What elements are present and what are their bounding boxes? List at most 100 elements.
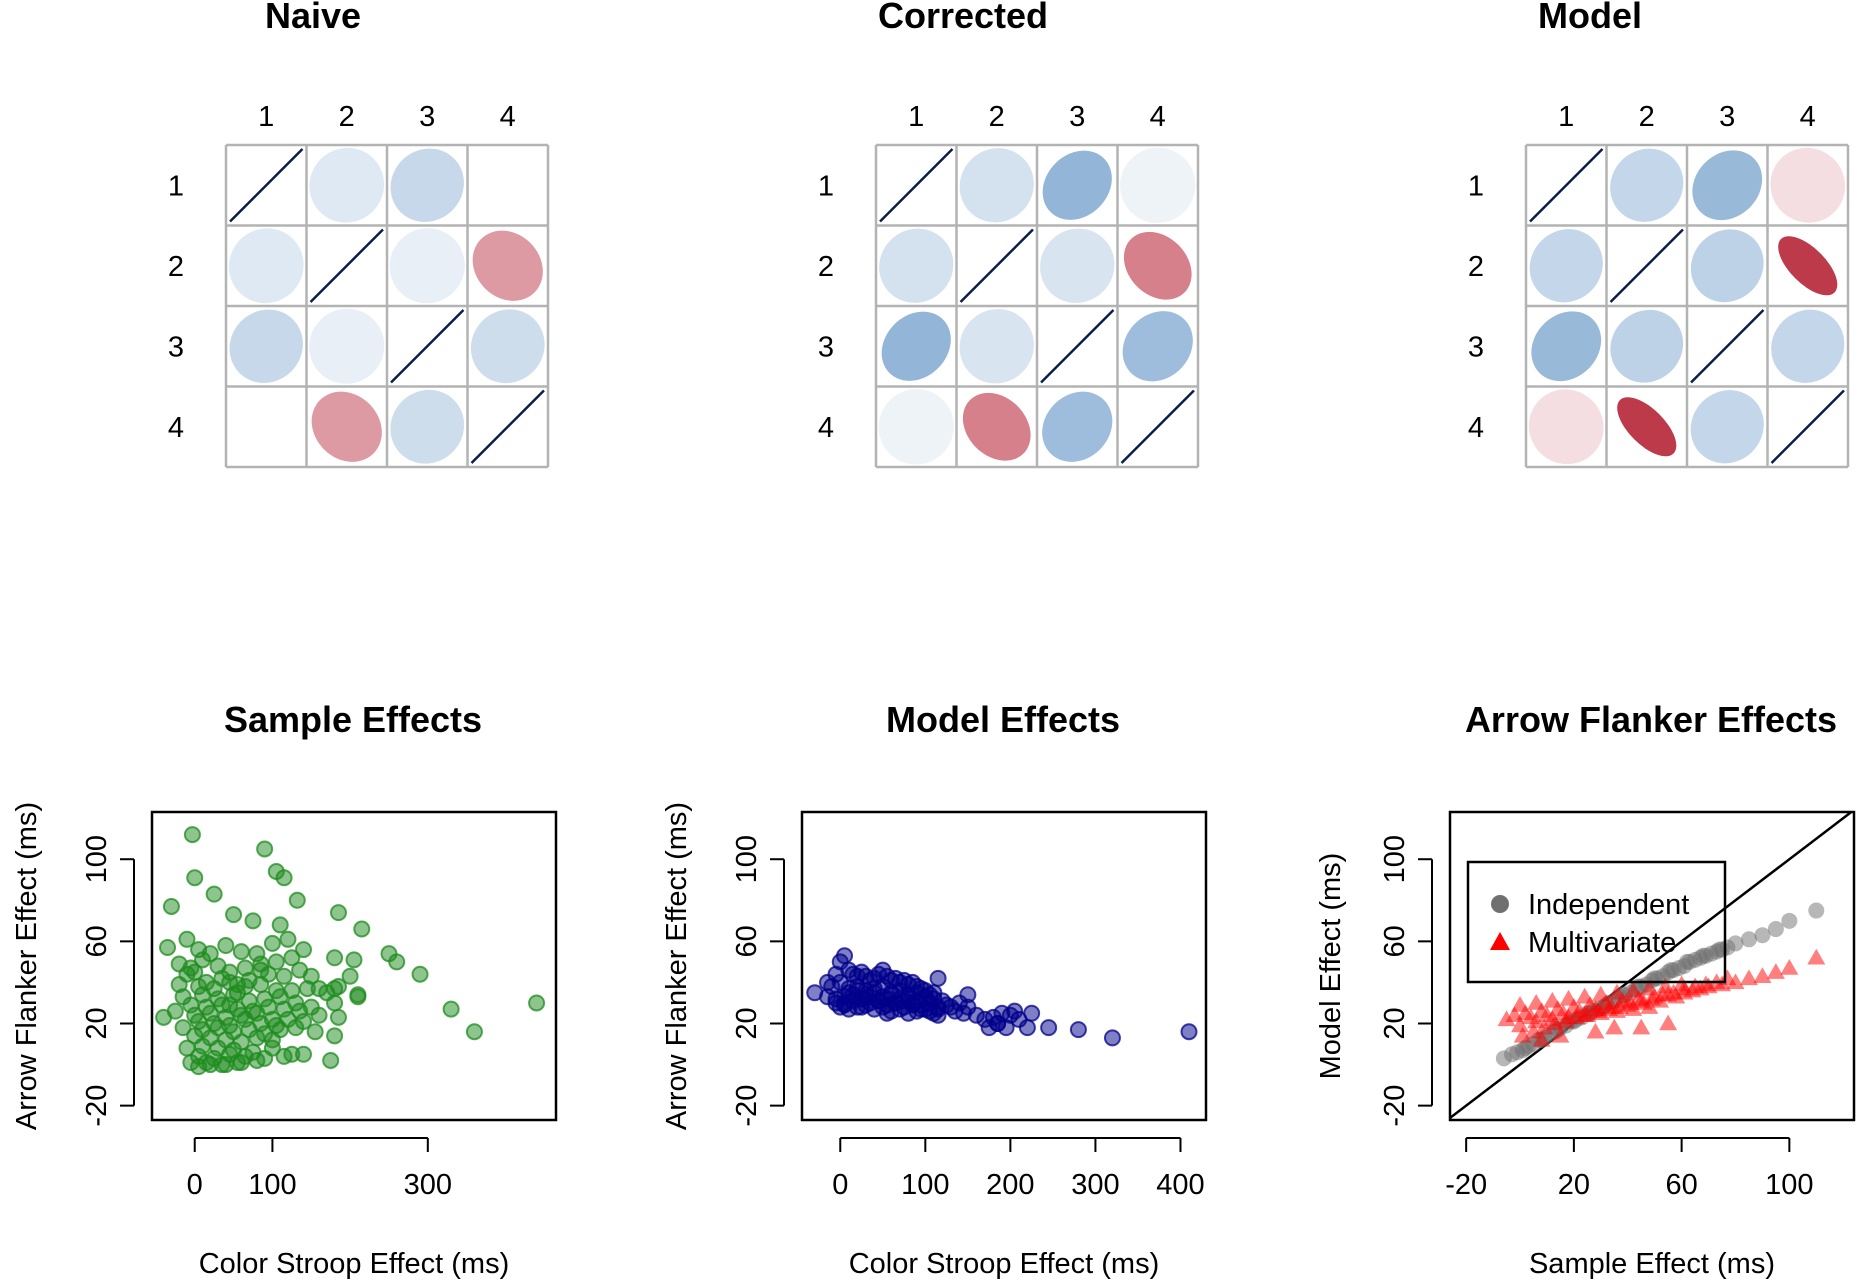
plot-marks <box>1450 812 1854 1120</box>
x-tick-label: 60 <box>1665 1169 1697 1201</box>
data-point <box>291 961 309 979</box>
corr-ellipse <box>1531 311 1602 382</box>
row-label: 4 <box>168 412 184 444</box>
data-point <box>225 906 243 924</box>
data-point <box>1780 959 1799 975</box>
plot-frame <box>1448 810 1856 1122</box>
data-point <box>1656 977 1675 994</box>
data-point <box>1605 1018 1624 1035</box>
row-label: 2 <box>1468 251 1484 283</box>
corr-ellipse <box>389 228 465 304</box>
data-point <box>178 930 196 948</box>
data-point <box>1527 1012 1546 1029</box>
data-point <box>1753 967 1772 984</box>
y-tick-label: -20 <box>731 1085 763 1127</box>
y-tick-label: 100 <box>1379 835 1411 883</box>
data-point <box>174 1019 192 1037</box>
scatter-panel-2: Model Effects 0 100 200 300 400 Color Stroop E… <box>661 699 1208 1280</box>
data-point <box>1069 1021 1087 1039</box>
data-point <box>1695 947 1712 964</box>
data-point <box>1781 912 1798 929</box>
data-point <box>1513 1026 1532 1043</box>
data-point <box>1740 931 1757 948</box>
data-point <box>1517 1040 1534 1057</box>
data-point <box>159 939 177 957</box>
x-tick-label: 100 <box>248 1169 296 1201</box>
row-label: 2 <box>818 251 834 283</box>
legend: Independent Multivariate <box>1466 860 1727 984</box>
data-point <box>1511 1016 1530 1033</box>
data-point <box>345 951 363 969</box>
row-label: 4 <box>1468 412 1484 444</box>
data-point <box>1543 991 1562 1008</box>
data-point <box>1739 969 1758 986</box>
data-point <box>263 934 281 952</box>
corr-ellipse <box>390 148 464 222</box>
col-label: 3 <box>1069 101 1085 133</box>
data-point <box>341 967 359 985</box>
legend-entry: Multivariate <box>1528 927 1676 959</box>
data-point <box>959 998 977 1016</box>
data-point <box>853 998 871 1016</box>
data-point <box>329 1008 347 1026</box>
scatter-panel-1: Sample Effects 0 100 300 Color Stroop Effect… <box>11 699 558 1280</box>
data-point <box>1610 998 1629 1014</box>
legend-box <box>1466 860 1727 984</box>
data-point <box>1040 1019 1058 1037</box>
corr-ellipse <box>309 147 385 223</box>
data-point <box>1511 996 1530 1012</box>
data-point <box>1808 902 1825 919</box>
row-label: 4 <box>818 412 834 444</box>
data-point <box>275 869 293 887</box>
y-tick-label: 60 <box>81 925 113 957</box>
data-point <box>908 992 926 1010</box>
scatter-panel-3: Arrow Flanker Effects -20 20 60 100 Sample Ef… <box>1315 699 1856 1280</box>
y-tick-label: 60 <box>1379 925 1411 957</box>
col-label: 4 <box>1800 101 1816 133</box>
data-point <box>1767 921 1784 938</box>
data-point <box>295 1045 312 1063</box>
diagonal-line <box>390 309 465 384</box>
data-point <box>1586 1022 1605 1039</box>
corr-ellipse <box>1042 150 1112 220</box>
corr-ellipse <box>228 228 304 304</box>
data-point <box>1754 927 1771 944</box>
data-point <box>252 961 270 979</box>
col-label: 1 <box>908 101 924 133</box>
diagonal-line <box>1040 309 1115 384</box>
diagonal-line <box>309 228 384 303</box>
data-point <box>275 967 293 985</box>
row-label: 3 <box>168 331 184 363</box>
x-tick-label: 20 <box>1558 1169 1590 1201</box>
data-point <box>221 996 239 1014</box>
corr-ellipse <box>469 147 546 224</box>
x-axis: -20 20 60 100 Sample Effect (ms) <box>1445 1137 1814 1280</box>
corr-ellipse <box>390 389 465 464</box>
corr-ellipse <box>879 228 954 303</box>
data-point <box>228 984 246 1002</box>
data-point <box>1679 953 1696 970</box>
data-point <box>1659 1014 1678 1031</box>
data-point <box>1672 975 1691 992</box>
data-point <box>1497 1010 1516 1027</box>
corr-ellipse <box>1122 311 1193 382</box>
y-axis: -20 20 60 100 Arrow Flanker Effect (ms) <box>661 802 785 1130</box>
y-tick-label: 60 <box>731 925 763 957</box>
row-label: 1 <box>818 170 834 202</box>
x-axis: 0 100 200 300 400 Color Stroop Effect (ms) <box>832 1137 1205 1280</box>
data-point <box>836 996 854 1014</box>
data-point <box>205 885 223 903</box>
data-point <box>1624 981 1643 998</box>
data-point <box>1559 989 1578 1006</box>
x-tick-label: 100 <box>1765 1169 1813 1201</box>
x-axis: 0 100 300 Color Stroop Effect (ms) <box>187 1137 509 1280</box>
corr-ellipse <box>878 389 954 465</box>
corr-ellipse <box>229 309 303 383</box>
x-tick-label: -20 <box>1445 1169 1487 1201</box>
scatter-title: Sample Effects <box>224 699 482 740</box>
row-label: 1 <box>1468 170 1484 202</box>
data-point <box>275 1047 293 1065</box>
corr-ellipse <box>472 230 543 301</box>
y-tick-label: 20 <box>1379 1007 1411 1039</box>
